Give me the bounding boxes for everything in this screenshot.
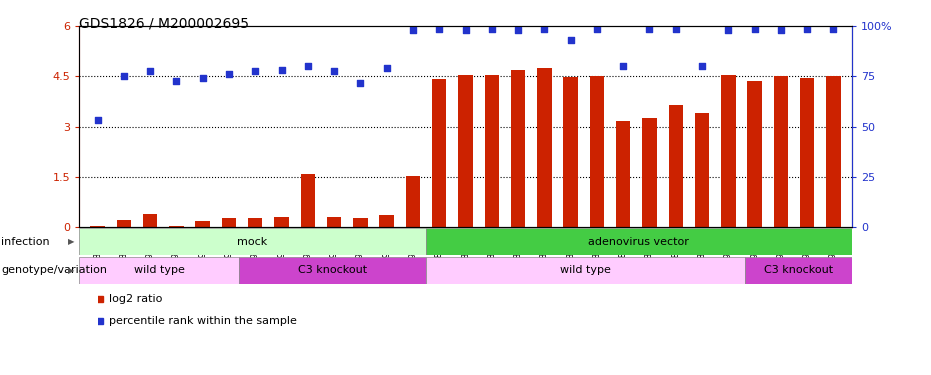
Point xyxy=(510,27,525,33)
Bar xyxy=(116,219,131,227)
Point xyxy=(589,26,604,32)
Point xyxy=(142,68,157,74)
Point xyxy=(248,68,263,74)
Point xyxy=(90,117,105,123)
Point xyxy=(353,80,368,86)
Point xyxy=(615,63,630,69)
Bar xyxy=(79,228,425,255)
Bar xyxy=(722,75,735,227)
Bar xyxy=(425,257,746,284)
Text: wild type: wild type xyxy=(560,266,611,275)
Bar xyxy=(90,226,105,227)
Text: ▶: ▶ xyxy=(68,266,74,275)
Bar xyxy=(642,118,656,227)
Point xyxy=(274,68,289,74)
Bar xyxy=(425,228,852,255)
Bar xyxy=(169,225,183,227)
Bar xyxy=(826,76,841,227)
Point xyxy=(116,73,131,79)
Text: C3 knockout: C3 knockout xyxy=(298,266,367,275)
Bar xyxy=(589,76,604,227)
Text: mock: mock xyxy=(237,237,267,247)
Point xyxy=(458,27,473,33)
Point xyxy=(484,26,499,32)
Point xyxy=(748,26,762,32)
Bar xyxy=(537,68,551,227)
Bar xyxy=(668,105,683,227)
Bar xyxy=(301,174,315,227)
Point xyxy=(774,27,789,33)
Text: adenovirus vector: adenovirus vector xyxy=(588,237,689,247)
Point xyxy=(301,63,316,69)
Point xyxy=(379,65,394,71)
Bar xyxy=(142,214,157,227)
Bar xyxy=(222,218,236,227)
Point xyxy=(406,27,421,33)
Bar xyxy=(353,217,368,227)
Point xyxy=(537,26,552,32)
Bar xyxy=(695,112,709,227)
Bar xyxy=(458,75,473,227)
Bar xyxy=(484,75,499,227)
Bar xyxy=(511,70,525,227)
Text: GDS1826 / M200002695: GDS1826 / M200002695 xyxy=(79,17,250,31)
Point xyxy=(668,26,683,32)
Bar xyxy=(239,257,425,284)
Point xyxy=(169,78,183,84)
Point xyxy=(563,37,578,43)
Bar xyxy=(774,76,789,227)
Point xyxy=(327,68,342,74)
Bar xyxy=(432,79,447,227)
Bar xyxy=(380,215,394,227)
Bar xyxy=(327,217,342,227)
Text: infection: infection xyxy=(1,237,49,247)
Point xyxy=(800,26,815,32)
Bar xyxy=(406,176,420,227)
Point xyxy=(826,26,841,32)
Point xyxy=(222,71,236,77)
Text: log2 ratio: log2 ratio xyxy=(109,294,162,304)
Text: wild type: wild type xyxy=(134,266,184,275)
Point xyxy=(695,63,709,69)
Point xyxy=(642,26,657,32)
Bar xyxy=(275,217,289,227)
Text: ▶: ▶ xyxy=(68,237,74,246)
Bar xyxy=(616,120,630,227)
Bar xyxy=(563,77,578,227)
Text: C3 knockout: C3 knockout xyxy=(764,266,833,275)
Point xyxy=(432,26,447,32)
Bar xyxy=(748,81,762,227)
Point xyxy=(721,27,735,33)
Point xyxy=(196,75,210,81)
Bar xyxy=(79,257,239,284)
Text: genotype/variation: genotype/variation xyxy=(1,266,107,275)
Bar xyxy=(746,257,852,284)
Bar xyxy=(800,78,815,227)
Text: percentile rank within the sample: percentile rank within the sample xyxy=(109,316,297,326)
Bar xyxy=(248,217,263,227)
Bar xyxy=(196,221,209,227)
